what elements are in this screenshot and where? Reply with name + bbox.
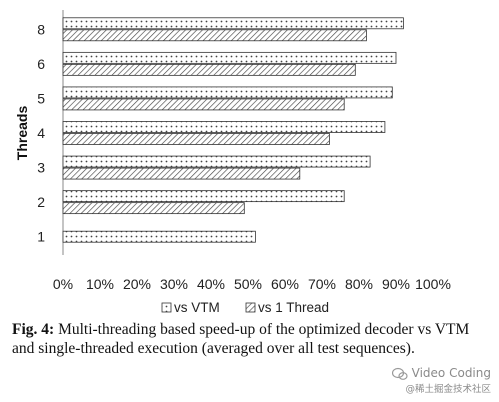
bar-vs-vtm (62, 230, 256, 243)
bar-vs-1-thread (62, 167, 301, 180)
bar-vs-vtm (62, 190, 345, 203)
y-axis-label: Threads (14, 106, 30, 161)
bar-vs-vtm (62, 121, 386, 133)
watermark: Video Coding @稀土掘金技术社区 (391, 366, 491, 395)
watermark-line2: @稀土掘金技术社区 (405, 383, 491, 395)
caption-text: Multi-threading based speed-up of the op… (12, 321, 470, 357)
y-tick-label: 3 (37, 160, 45, 176)
x-tick-label: 80% (345, 276, 373, 292)
chart: Threads 1 2 3 4 5 6 8 0% 10% 20% 30% 40% 50% 60% 70% 8… (14, 10, 451, 315)
legend-item-vs-1-thread: vs 1 Thread (258, 300, 329, 315)
x-tick-label: 10% (86, 276, 114, 292)
wechat-icon (391, 367, 408, 380)
bar-vs-vtm (62, 17, 404, 30)
x-tick-label: 30% (160, 276, 188, 292)
x-tick-label: 50% (234, 276, 262, 292)
y-tick-label: 4 (37, 125, 45, 141)
x-tick-label: 20% (123, 276, 151, 292)
bar-vs-vtm (62, 155, 371, 168)
figure-caption: Fig. 4: Multi-threading based speed-up o… (12, 320, 492, 358)
watermark-line1: Video Coding (411, 366, 491, 380)
x-tick-label: 0% (53, 276, 73, 292)
y-tick-label: 2 (37, 194, 45, 210)
y-tick-label: 6 (37, 56, 45, 72)
legend-swatch (161, 302, 172, 313)
bar-vs-1-thread (62, 98, 345, 111)
y-tick-label: 5 (37, 90, 45, 106)
legend-item-vs-vtm: vs VTM (174, 300, 220, 315)
x-tick-label: 40% (197, 276, 225, 292)
x-tick-label: 60% (271, 276, 299, 292)
x-tick-label: 100% (415, 276, 451, 292)
bar-vs-1-thread (62, 202, 245, 215)
legend-swatch (245, 302, 256, 313)
x-tick-label: 90% (382, 276, 410, 292)
bar-vs-vtm (62, 51, 397, 64)
bar-vs-vtm (62, 86, 393, 99)
y-tick-label: 1 (37, 229, 45, 245)
legend: vs VTM vs 1 Thread (161, 300, 329, 315)
bar-vs-1-thread (62, 133, 330, 145)
caption-label: Fig. 4: (12, 321, 55, 338)
x-tick-label: 70% (308, 276, 336, 292)
bar-vs-1-thread (62, 63, 356, 76)
y-tick-label: 8 (37, 21, 45, 37)
bar-vs-1-thread (62, 29, 367, 42)
